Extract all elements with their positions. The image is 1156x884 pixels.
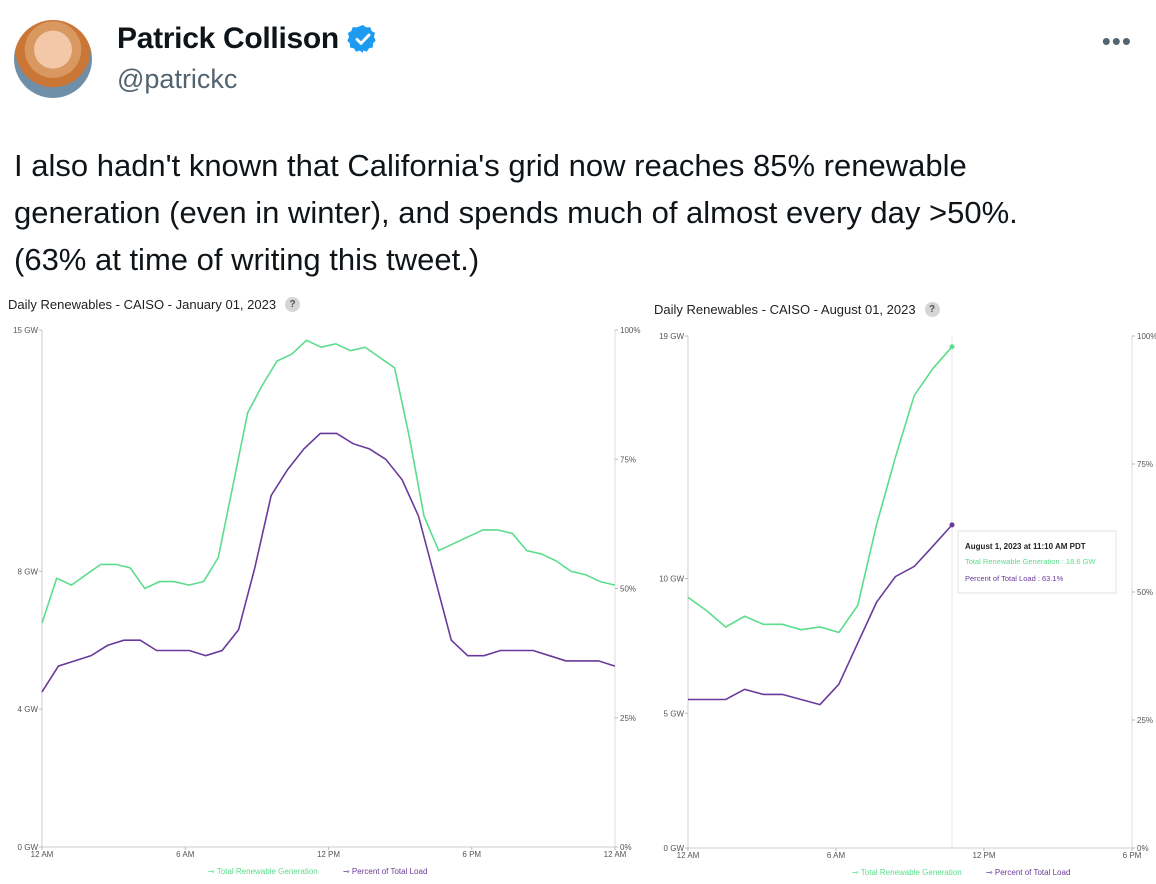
- tweet-text: I also hadn't known that California's gr…: [14, 142, 1134, 283]
- tweet-line: I also hadn't known that California's gr…: [14, 148, 967, 183]
- x-tick-label: 6 PM: [1123, 851, 1142, 860]
- x-tick-label: 12 AM: [31, 850, 54, 859]
- y-right-tick-label: 0%: [620, 843, 632, 852]
- y-right-tick-label: 50%: [620, 585, 636, 594]
- legend-generation[interactable]: ⊸ Total Renewable Generation: [852, 868, 962, 877]
- y-left-tick-label: 4 GW: [18, 705, 39, 714]
- y-right-tick-label: 0%: [1137, 844, 1149, 853]
- chart-title-text: Daily Renewables - CAISO - August 01, 20…: [654, 302, 916, 317]
- y-left-tick-label: 10 GW: [659, 575, 684, 584]
- y-left-tick-label: 8 GW: [18, 567, 39, 576]
- tooltip-title: August 1, 2023 at 11:10 AM PDT: [965, 542, 1086, 551]
- x-tick-label: 12 PM: [317, 850, 340, 859]
- chart-january[interactable]: 15 GW 8 GW 4 GW 0 GW 100% 75% 50% 25% 0% 12 AM 6 …: [0, 298, 646, 884]
- x-tick-label: 6 AM: [827, 851, 846, 860]
- help-icon[interactable]: ?: [285, 297, 301, 312]
- more-options-icon[interactable]: •••: [1101, 26, 1132, 56]
- y-right-tick-label: 100%: [620, 326, 640, 335]
- chart-title-january: Daily Renewables - CAISO - January 01, 2…: [8, 297, 301, 312]
- chart-title-text: Daily Renewables - CAISO - January 01, 2…: [8, 297, 277, 312]
- tooltip: August 1, 2023 at 11:10 AM PDT Total Ren…: [957, 530, 1117, 594]
- x-tick-label: 6 AM: [176, 850, 195, 859]
- legend-percent[interactable]: ⊸ Percent of Total Load: [343, 867, 427, 876]
- y-left-tick-label: 5 GW: [664, 709, 685, 718]
- author-name[interactable]: Patrick Collison: [117, 22, 339, 55]
- x-tick-label: 12 PM: [972, 851, 995, 860]
- series-line-generation: [41, 339, 616, 624]
- y-left-tick-label: 15 GW: [13, 326, 38, 335]
- y-right-tick-label: 25%: [620, 714, 636, 723]
- author-row: Patrick Collison: [117, 22, 379, 56]
- x-tick-label: 6 PM: [462, 850, 481, 859]
- tooltip-percent: Percent of Total Load : 63.1%: [965, 574, 1064, 583]
- x-tick-label: 12 AM: [604, 850, 627, 859]
- y-left-tick-label: 0 GW: [664, 844, 685, 853]
- x-tick-label: 12 AM: [677, 851, 700, 860]
- hover-point-percent: [949, 522, 955, 528]
- chart-title-august: Daily Renewables - CAISO - August 01, 20…: [654, 302, 940, 317]
- y-right-tick-label: 50%: [1137, 588, 1153, 597]
- tweet-line: (63% at time of writing this tweet.): [14, 242, 480, 277]
- avatar[interactable]: [14, 20, 92, 98]
- y-left-tick-label: 19 GW: [659, 332, 684, 341]
- y-right-tick-label: 25%: [1137, 716, 1153, 725]
- author-handle[interactable]: @patrickc: [117, 64, 238, 94]
- series-line-generation: [687, 346, 953, 634]
- tooltip-generation: Total Renewable Generation : 18.6 GW: [965, 557, 1096, 566]
- y-left-tick-label: 0 GW: [18, 843, 39, 852]
- series-line-percent: [41, 432, 616, 693]
- y-right-tick-label: 75%: [1137, 460, 1153, 469]
- y-right-tick-label: 75%: [620, 455, 636, 464]
- verified-badge-icon[interactable]: [347, 23, 379, 55]
- legend-percent[interactable]: ⊸ Percent of Total Load: [986, 868, 1070, 877]
- tweet-line: generation (even in winter), and spends …: [14, 195, 1018, 230]
- legend-generation[interactable]: ⊸ Total Renewable Generation: [208, 867, 318, 876]
- hover-point-generation: [949, 344, 955, 350]
- series-line-percent: [688, 524, 953, 706]
- y-right-tick-label: 100%: [1137, 332, 1156, 341]
- help-icon[interactable]: ?: [924, 302, 940, 317]
- chart-august[interactable]: 19 GW 10 GW 5 GW 0 GW 100% 75% 50% 25% 0% 12 AM 6…: [646, 298, 1156, 884]
